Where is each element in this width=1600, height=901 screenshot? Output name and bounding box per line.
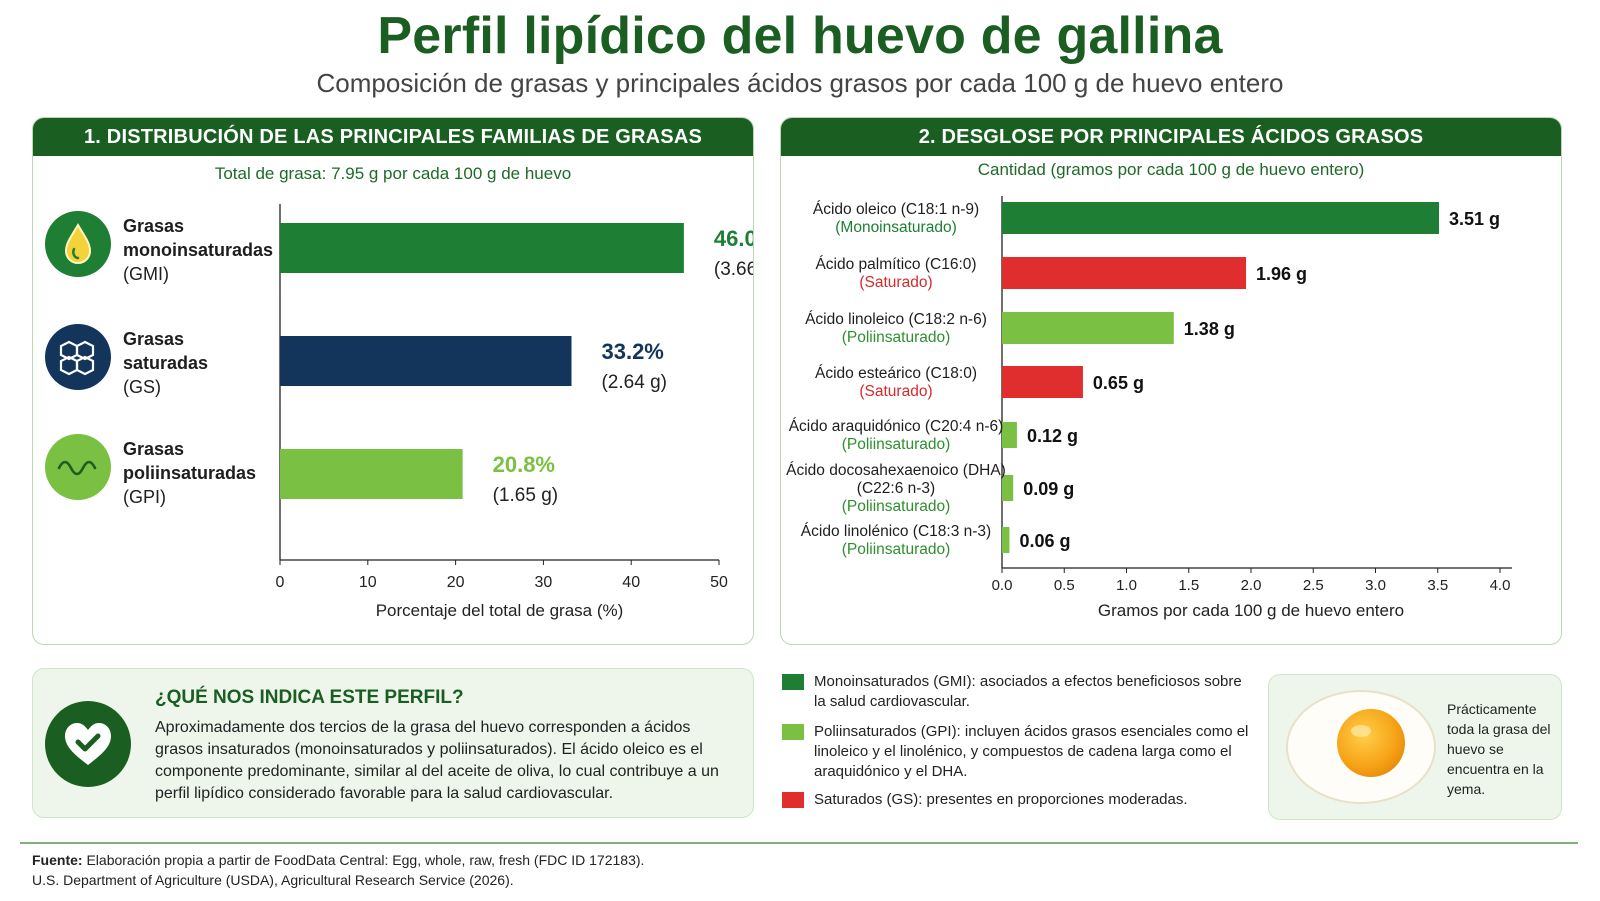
info-text: Aproximadamente dos tercios de la grasa … [155, 719, 719, 802]
panel2-header: 2. DESGLOSE POR PRINCIPALES ÁCIDOS GRASO… [781, 118, 1561, 156]
panel1-header: 1. DISTRIBUCIÓN DE LAS PRINCIPALES FAMIL… [33, 118, 753, 156]
acid-type-label: (Saturado) [859, 274, 932, 291]
acid-type-label: (Poliinsaturado) [842, 498, 951, 515]
family-distribution-chart: 46.0% (3.66 g) 33.2% (2.64 g) 20.8% (1.65 g) 0… [276, 204, 754, 620]
x-tick-label: 3.5 [1427, 577, 1448, 594]
molecule-icon [45, 324, 111, 390]
x-tick-label: 0.5 [1054, 577, 1075, 594]
x-tick-label: 50 [710, 574, 728, 591]
panel2-subheader: Cantidad (gramos por cada 100 g de huevo… [977, 160, 1365, 179]
x-tick-label: 0.0 [992, 577, 1013, 594]
x-tick-label: 40 [622, 574, 640, 591]
x-axis-title: Gramos por cada 100 g de huevo entero [1098, 601, 1404, 620]
bar-gpi [280, 449, 463, 499]
footer-divider [20, 842, 1578, 844]
bar-value-label: 0.65 g [1093, 373, 1144, 393]
egg-note-box: Prácticamente toda la grasa del huevo se… [1268, 674, 1562, 820]
total-fat-label: Total de grasa: 7.95 g por cada 100 g de… [214, 164, 572, 183]
bar-value-label: 3.51 g [1449, 209, 1500, 229]
bar-grams-label: (1.65 g) [493, 485, 558, 506]
fat-families-panel: 1. DISTRIBUCIÓN DE LAS PRINCIPALES FAMIL… [32, 117, 754, 645]
bar-acid-6 [1002, 527, 1010, 553]
x-tick-label: 1.5 [1178, 577, 1199, 594]
bar-value-label: 46.0% [714, 226, 754, 251]
x-tick-label: 10 [359, 574, 377, 591]
bar-gs [280, 336, 572, 386]
bar-value-label: 0.09 g [1023, 479, 1074, 499]
x-tick-label: 2.0 [1241, 577, 1262, 594]
family-label-gpi: Grasas poliinsaturadas (GPI) [123, 439, 257, 507]
fatty-acids-panel: 2. DESGLOSE POR PRINCIPALES ÁCIDOS GRASO… [780, 117, 1562, 645]
bar-value-label: 1.38 g [1184, 319, 1235, 339]
x-tick-label: 4.0 [1490, 577, 1511, 594]
x-tick-label: 20 [447, 574, 465, 591]
x-tick-label: 2.5 [1303, 577, 1324, 594]
acid-type-label: (Monoinsaturado) [835, 219, 956, 236]
egg-note-text: Prácticamente toda la grasa del huevo se… [1447, 701, 1551, 797]
bar-value-label: 33.2% [601, 339, 663, 364]
page-subtitle: Composición de grasas y principales ácid… [316, 68, 1284, 98]
bar-acid-4 [1002, 422, 1017, 448]
source-note: Fuente: Elaboración propia a partir de F… [32, 852, 645, 888]
x-tick-label: 30 [535, 574, 553, 591]
bar-value-label: 20.8% [493, 452, 555, 477]
acid-type-label: (Poliinsaturado) [842, 541, 951, 558]
info-title: ¿QUÉ NOS INDICA ESTE PERFIL? [155, 687, 464, 708]
acid-name-label: Ácido palmítico (C16:0) [815, 256, 976, 273]
acid-name-label: Ácido esteárico (C18:0) [815, 365, 977, 382]
oil-drop-icon [45, 211, 111, 277]
bar-value-label: 0.12 g [1027, 426, 1078, 446]
bar-acid-3 [1002, 366, 1083, 398]
bar-acid-1 [1002, 257, 1247, 289]
bar-acid-0 [1002, 202, 1439, 234]
x-tick-label: 3.0 [1365, 577, 1386, 594]
x-tick-label: 0 [276, 574, 285, 591]
bar-gmi [280, 223, 684, 273]
bar-value-label: 1.96 g [1256, 264, 1307, 284]
info-panel: ¿QUÉ NOS INDICA ESTE PERFIL? Aproximadam… [32, 668, 754, 818]
heart-check-icon [45, 701, 131, 787]
acid-name-label: Ácido araquidónico (C20:4 n-6) [789, 418, 1004, 435]
legend-swatch-gmi [782, 674, 804, 690]
acid-type-label: (Poliinsaturado) [842, 436, 951, 453]
egg-yolk-icon [1281, 685, 1441, 814]
family-label-gmi: Grasas monoinsaturadas (GMI) [123, 216, 274, 284]
bar-grams-label: (3.66 g) [714, 259, 754, 280]
fatty-acids-chart: 3.51 g Ácido oleico (C18:1 n-9)(Monoinsat… [786, 196, 1512, 620]
bar-value-label: 0.06 g [1019, 531, 1070, 551]
family-label-gs: Grasas saturadas (GS) [123, 329, 209, 397]
acid-name-label: (C22:6 n-3) [857, 480, 935, 497]
acid-name-label: Ácido docosahexaenoico (DHA) [786, 462, 1006, 479]
wave-icon [45, 434, 111, 500]
page-title: Perfil lipídico del huevo de gallina [377, 7, 1223, 65]
acid-type-label: (Saturado) [859, 383, 932, 400]
acid-type-label: (Poliinsaturado) [842, 329, 951, 346]
legend-swatch-gs [782, 792, 804, 808]
acid-name-label: Ácido linolénico (C18:3 n-3) [801, 523, 991, 540]
bar-grams-label: (2.64 g) [601, 372, 666, 393]
acid-name-label: Ácido oleico (C18:1 n-9) [813, 201, 979, 218]
bar-acid-2 [1002, 312, 1174, 344]
legend-swatch-gpi [782, 724, 804, 740]
acid-name-label: Ácido linoleico (C18:2 n-6) [805, 311, 987, 328]
x-tick-label: 1.0 [1116, 577, 1137, 594]
bar-acid-5 [1002, 475, 1014, 501]
x-axis-title: Porcentaje del total de grasa (%) [376, 601, 624, 620]
